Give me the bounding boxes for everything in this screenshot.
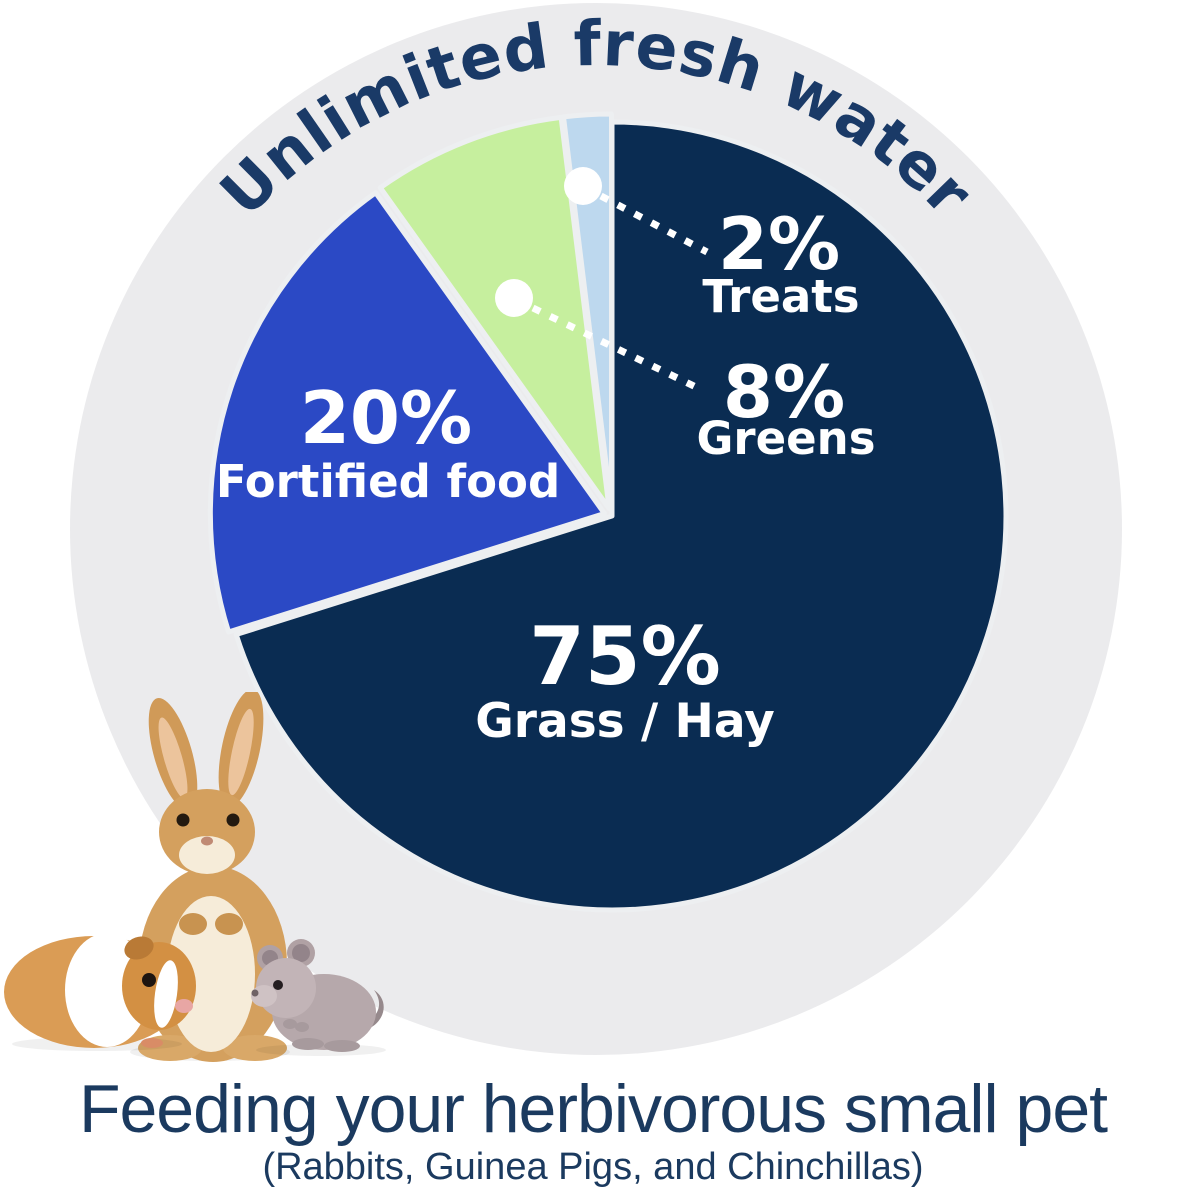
pie-slice-fortified-food bbox=[207, 190, 607, 635]
guinea-pig-white-band bbox=[65, 933, 149, 1047]
rabbit-paw-left bbox=[179, 913, 207, 935]
greens-value-label: 8% bbox=[723, 350, 845, 434]
pie-slice-treats bbox=[561, 111, 614, 511]
grass-hay-name-label: Grass / Hay bbox=[475, 694, 775, 749]
chinchilla-eye bbox=[273, 980, 283, 990]
callouts bbox=[495, 167, 709, 393]
pie-chart bbox=[207, 111, 1009, 913]
pie-slice-grass-hay bbox=[233, 119, 1009, 913]
subheadline-text: (Rabbits, Guinea Pigs, and Chinchillas) bbox=[262, 1146, 924, 1188]
rabbit-muzzle bbox=[179, 836, 235, 874]
rabbit-belly bbox=[167, 896, 255, 1052]
chinchilla-nose bbox=[251, 989, 259, 997]
chinchilla-muzzle bbox=[251, 985, 277, 1007]
rabbit-eye-left bbox=[176, 813, 190, 827]
treats-name-label: Treats bbox=[702, 270, 859, 323]
callout-line-treats bbox=[599, 192, 709, 256]
callout-dot-treats bbox=[564, 167, 602, 205]
rabbit-paw-right bbox=[215, 913, 243, 935]
rabbit-ears bbox=[148, 692, 264, 810]
slice-labels: 2% Treats 8% Greens 20% Fortified food 7… bbox=[216, 202, 876, 749]
guinea-pig-eye bbox=[142, 973, 156, 987]
chinchilla-foot-right bbox=[324, 1040, 360, 1052]
guinea-pig-image bbox=[4, 933, 196, 1051]
chinchilla-paw-right bbox=[295, 1022, 309, 1032]
chinchilla-ear-right-inner bbox=[292, 944, 310, 962]
chinchilla-image bbox=[251, 939, 386, 1056]
guinea-pig-foot bbox=[141, 1038, 163, 1048]
callout-line-greens bbox=[531, 304, 702, 393]
callout-dot-greens bbox=[495, 279, 533, 317]
rabbit-eye-right bbox=[226, 813, 240, 827]
pie-slice-greens bbox=[377, 114, 612, 511]
chinchilla-tail bbox=[352, 990, 384, 1032]
rabbit-foot-right bbox=[223, 1035, 287, 1061]
guinea-pig-nose bbox=[175, 999, 193, 1013]
guinea-pig-blaze bbox=[154, 960, 178, 1028]
treats-value-label: 2% bbox=[718, 202, 840, 286]
guinea-pig-ear bbox=[124, 936, 154, 960]
fortified-food-value-label: 20% bbox=[300, 376, 472, 460]
grass-hay-value-label: 75% bbox=[529, 610, 720, 703]
rabbit-nose bbox=[201, 836, 213, 846]
chinchilla-foot-left bbox=[292, 1038, 324, 1050]
fortified-food-name-label: Fortified food bbox=[216, 455, 560, 508]
chinchilla-paw-left bbox=[283, 1019, 297, 1029]
greens-name-label: Greens bbox=[697, 412, 876, 465]
headline-text: Feeding your herbivorous small pet bbox=[78, 1071, 1108, 1147]
